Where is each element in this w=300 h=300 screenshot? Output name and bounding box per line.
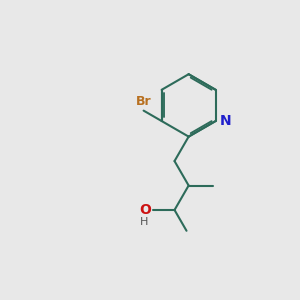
Text: Br: Br (136, 95, 152, 108)
Text: O: O (139, 203, 151, 217)
Text: N: N (220, 114, 232, 128)
Text: H: H (140, 217, 148, 226)
